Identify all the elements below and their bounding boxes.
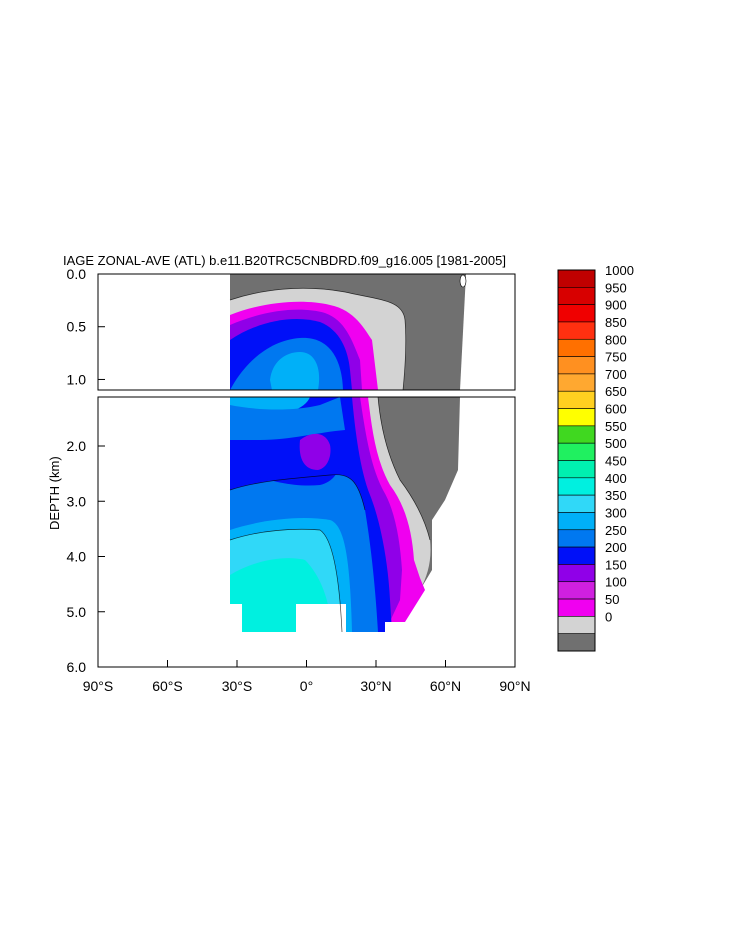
- colorbar-label: 0: [605, 609, 612, 624]
- colorbar-swatch: [557, 581, 596, 600]
- x-tick-label: 30°N: [360, 678, 391, 694]
- colorbar-swatch: [557, 390, 596, 409]
- colorbar-swatch: [557, 442, 596, 461]
- axes: 90°S 60°S 30°S 0° 30°N 60°N 90°N 0.0 0.5 1.0 2.0 3.…: [67, 266, 531, 694]
- x-tick-label: 60°N: [430, 678, 461, 694]
- y-tick-label: 3.0: [67, 493, 87, 509]
- colorbar-label: 650: [605, 384, 627, 399]
- colorbar-swatch: [557, 304, 596, 323]
- colorbar-label: 300: [605, 505, 627, 520]
- colorbar: 1000950900850800750700650600550500450400…: [557, 263, 634, 652]
- field-region-150-200-tongue: [299, 433, 331, 470]
- colorbar-swatch: [557, 425, 596, 444]
- colorbar-swatch: [557, 494, 596, 513]
- colorbar-swatch: [557, 269, 596, 288]
- colorbar-swatch: [557, 373, 596, 392]
- colorbar-swatch: [557, 460, 596, 479]
- upper-panel-field: [230, 274, 467, 390]
- lower-panel-field: [230, 397, 460, 634]
- colorbar-label: 850: [605, 315, 627, 330]
- contour-line: [229, 528, 343, 633]
- colorbar-label: 250: [605, 523, 627, 538]
- colorbar-swatch: [557, 598, 596, 617]
- field-white-gap-2: [296, 604, 346, 634]
- contour-line: [229, 474, 366, 511]
- field-region-300-350: [270, 352, 320, 390]
- field-region-0-50-blob: [459, 274, 467, 288]
- upper-panel-frame: [97, 273, 516, 391]
- colorbar-swatch: [557, 633, 596, 652]
- contour-lines: [229, 287, 431, 633]
- colorbar-label: 100: [605, 575, 627, 590]
- field-white-gap-1: [230, 604, 242, 634]
- colorbar-label: 800: [605, 332, 627, 347]
- colorbar-swatch: [557, 477, 596, 496]
- chart-title: IAGE ZONAL-AVE (ATL) b.e11.B20TRC5CNBDRD…: [63, 253, 506, 268]
- colorbar-frame: [557, 269, 596, 652]
- colorbar-swatch: [557, 512, 596, 531]
- colorbar-swatch: [557, 616, 596, 634]
- field-region-300-350: [230, 397, 345, 440]
- colorbar-swatch: [557, 564, 596, 583]
- y-tick-label: 5.0: [67, 604, 87, 620]
- colorbar-label: 550: [605, 419, 627, 434]
- colorbar-label: 1000: [605, 263, 634, 278]
- colorbar-label: 900: [605, 298, 627, 313]
- contour-line: [229, 287, 407, 390]
- colorbar-swatch: [557, 287, 596, 305]
- field-white-gap-3: [385, 622, 405, 634]
- y-tick-label: 0.5: [67, 319, 87, 335]
- y-tick-label: 1.0: [67, 371, 87, 387]
- y-tick-label: 0.0: [67, 266, 87, 282]
- x-tick-label: 90°S: [83, 678, 114, 694]
- colorbar-label: 150: [605, 557, 627, 572]
- x-tick-label: 90°N: [499, 678, 530, 694]
- colorbar-label: 450: [605, 454, 627, 469]
- colorbar-label: 700: [605, 367, 627, 382]
- colorbar-label: 50: [605, 592, 619, 607]
- colorbar-swatch: [557, 408, 596, 427]
- contour-line: [377, 397, 431, 541]
- colorbar-swatch: [557, 546, 596, 565]
- colorbar-label: 350: [605, 488, 627, 503]
- colorbar-swatch: [557, 529, 596, 548]
- colorbar-label: 500: [605, 436, 627, 451]
- y-tick-label: 6.0: [67, 659, 87, 675]
- x-tick-label: 30°S: [222, 678, 253, 694]
- colorbar-label: 750: [605, 350, 627, 365]
- colorbar-label: 600: [605, 402, 627, 417]
- colorbar-swatch: [557, 338, 596, 357]
- y-tick-label: 2.0: [67, 438, 87, 454]
- colorbar-label: 950: [605, 280, 627, 295]
- x-tick-label: 0°: [300, 678, 313, 694]
- x-tick-label: 60°S: [152, 678, 183, 694]
- colorbar-swatch: [557, 321, 596, 340]
- y-tick-label: 4.0: [67, 549, 87, 565]
- colorbar-label: 200: [605, 540, 627, 555]
- colorbar-swatch: [557, 356, 596, 375]
- colorbar-label: 400: [605, 471, 627, 486]
